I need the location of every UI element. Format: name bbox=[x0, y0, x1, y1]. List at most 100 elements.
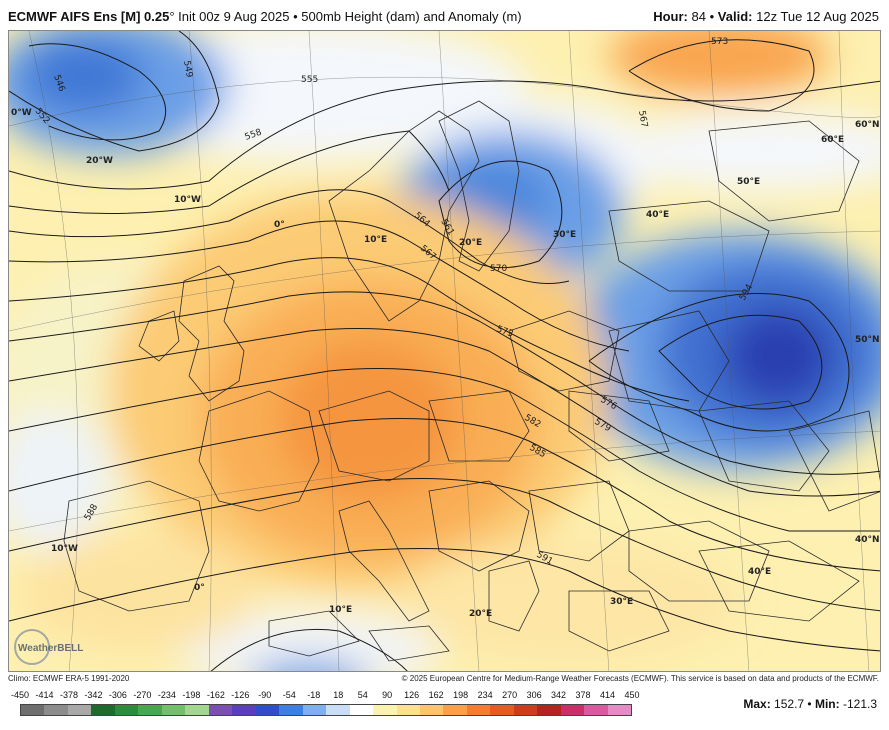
colorbar-tick-label: 126 bbox=[404, 690, 420, 700]
colorbar-tick-label: -342 bbox=[84, 690, 103, 700]
colorbar-swatch bbox=[185, 705, 209, 715]
colorbar-tick-label: -18 bbox=[307, 690, 321, 700]
model-name: ECMWF AIFS Ens [M] 0.25 bbox=[8, 9, 170, 24]
title-separator: • bbox=[293, 9, 298, 24]
colorbar-tick-label: 378 bbox=[575, 690, 591, 700]
colorbar-swatch bbox=[396, 705, 420, 715]
longitude-label: 20°E bbox=[459, 238, 482, 248]
graticule bbox=[9, 31, 880, 671]
min-value: -121.3 bbox=[842, 697, 877, 711]
header-bar: ECMWF AIFS Ens [M] 0.25° Init 00z 9 Aug … bbox=[0, 0, 889, 30]
colorbar-tick-label: -54 bbox=[282, 690, 296, 700]
colorbar-swatch bbox=[279, 705, 303, 715]
colorbar-tick-label: 414 bbox=[600, 690, 616, 700]
valid-value: 12z Tue 12 Aug 2025 bbox=[756, 9, 879, 24]
longitude-label: 60°E bbox=[821, 135, 844, 145]
product-name: 500mb Height (dam) and Anomaly (m) bbox=[301, 9, 522, 24]
longitude-label: 40°E bbox=[748, 567, 771, 577]
colorbar-swatch bbox=[607, 705, 632, 715]
contour-label: 573 bbox=[711, 37, 728, 47]
copyright-note: © 2025 European Centre for Medium-Range … bbox=[401, 674, 879, 683]
map-title: ECMWF AIFS Ens [M] 0.25° Init 00z 9 Aug … bbox=[8, 9, 522, 24]
maxmin-separator: • bbox=[807, 697, 812, 711]
valid-time-info: Hour: 84 • Valid: 12z Tue 12 Aug 2025 bbox=[653, 9, 879, 24]
init-time: Init 00z 9 Aug 2025 bbox=[178, 9, 290, 24]
latitude-label: 60°N bbox=[855, 120, 880, 130]
colorbar-swatch bbox=[302, 705, 327, 715]
colorbar-tick-label: 198 bbox=[453, 690, 469, 700]
country-borders bbox=[63, 100, 880, 662]
longitude-label: 10°W bbox=[51, 544, 78, 554]
colorbar-tick-label: 54 bbox=[357, 690, 368, 700]
colorbar-swatch bbox=[91, 705, 115, 715]
contour-label: 555 bbox=[301, 75, 318, 85]
longitude-label: 20°E bbox=[469, 609, 492, 619]
longitude-label: 0° bbox=[194, 583, 205, 593]
colorbar-tick-label: -450 bbox=[10, 690, 30, 700]
colorbar-tick-label: 90 bbox=[382, 690, 393, 700]
colorbar-swatch bbox=[537, 705, 561, 715]
colorbar-tick-label: -306 bbox=[108, 690, 127, 700]
anomaly-map[interactable]: 546 549 552 555 558 561 564 567 570 573 … bbox=[8, 30, 881, 672]
longitude-label: 30°E bbox=[610, 597, 633, 607]
colorbar-tick-label: 234 bbox=[477, 690, 493, 700]
longitude-label: 0° bbox=[274, 220, 285, 230]
colorbar-tick-label: 342 bbox=[551, 690, 567, 700]
colorbar-tick-label: -270 bbox=[133, 690, 152, 700]
colorbar-swatch bbox=[349, 705, 374, 715]
colorbar-swatch bbox=[44, 705, 68, 715]
colorbar-swatch bbox=[21, 705, 45, 715]
anomaly-colorbar bbox=[20, 704, 632, 716]
colorbar-swatch bbox=[466, 705, 491, 715]
colorbar-tick-label: -234 bbox=[157, 690, 176, 700]
colorbar-tick-label: 162 bbox=[428, 690, 444, 700]
colorbar-tick-label: 306 bbox=[526, 690, 542, 700]
longitude-label: 50°E bbox=[737, 177, 760, 187]
longitude-label: 0°W bbox=[11, 108, 32, 118]
colorbar-swatch bbox=[419, 705, 444, 715]
colorbar-tick-label: 270 bbox=[502, 690, 518, 700]
max-label: Max: bbox=[743, 697, 771, 711]
contour-label: 570 bbox=[490, 264, 507, 274]
colorbar-swatch bbox=[443, 705, 467, 715]
hour-value: 84 bbox=[691, 9, 706, 24]
longitude-label: 20°W bbox=[86, 156, 113, 166]
colorbar-swatch bbox=[560, 705, 585, 715]
colorbar-swatch bbox=[161, 705, 186, 715]
colorbar-swatch bbox=[513, 705, 538, 715]
longitude-label: 10°E bbox=[329, 605, 352, 615]
latitude-label: 40°N bbox=[855, 535, 880, 545]
colorbar-tick-label: -126 bbox=[231, 690, 250, 700]
max-value: 152.7 bbox=[774, 697, 805, 711]
colorbar-swatch bbox=[255, 705, 280, 715]
graticule-labels: 0°W 20°W 10°W 0° 10°E 20°E 30°E 40°E 50°… bbox=[11, 108, 880, 619]
contour-label: 549 bbox=[181, 60, 194, 79]
min-label: Min: bbox=[814, 697, 840, 711]
degree-symbol: ° bbox=[169, 9, 175, 24]
watermark-text: WeatherBELL bbox=[18, 643, 83, 654]
colorbar-swatch bbox=[373, 705, 397, 715]
colorbar-tick-label: -162 bbox=[206, 690, 225, 700]
colorbar-tick-label: 450 bbox=[624, 690, 640, 700]
valid-separator: • bbox=[709, 9, 715, 24]
climo-note: Climo: ECMWF ERA-5 1991-2020 bbox=[8, 674, 130, 683]
colorbar-swatch bbox=[490, 705, 514, 715]
height-contours bbox=[9, 31, 880, 671]
colorbar-tick-label: -198 bbox=[182, 690, 201, 700]
colorbar-swatch bbox=[584, 705, 608, 715]
colorbar-swatch bbox=[326, 705, 350, 715]
colorbar-tick-label: -414 bbox=[35, 690, 54, 700]
longitude-label: 40°E bbox=[646, 210, 669, 220]
longitude-label: 30°E bbox=[553, 230, 576, 240]
colorbar-tick-label: -378 bbox=[59, 690, 78, 700]
colorbar-tick-label: -90 bbox=[258, 690, 272, 700]
colorbar-tick-label: 18 bbox=[333, 690, 344, 700]
colorbar-swatch bbox=[114, 705, 139, 715]
weatherbell-logo: WeatherBELL bbox=[14, 629, 83, 665]
longitude-label: 10°E bbox=[364, 235, 387, 245]
contour-label: 567 bbox=[636, 110, 649, 129]
colorbar-swatch bbox=[232, 705, 256, 715]
colorbar-swatch bbox=[208, 705, 233, 715]
hour-label: Hour: bbox=[653, 9, 688, 24]
valid-label: Valid: bbox=[717, 9, 753, 24]
